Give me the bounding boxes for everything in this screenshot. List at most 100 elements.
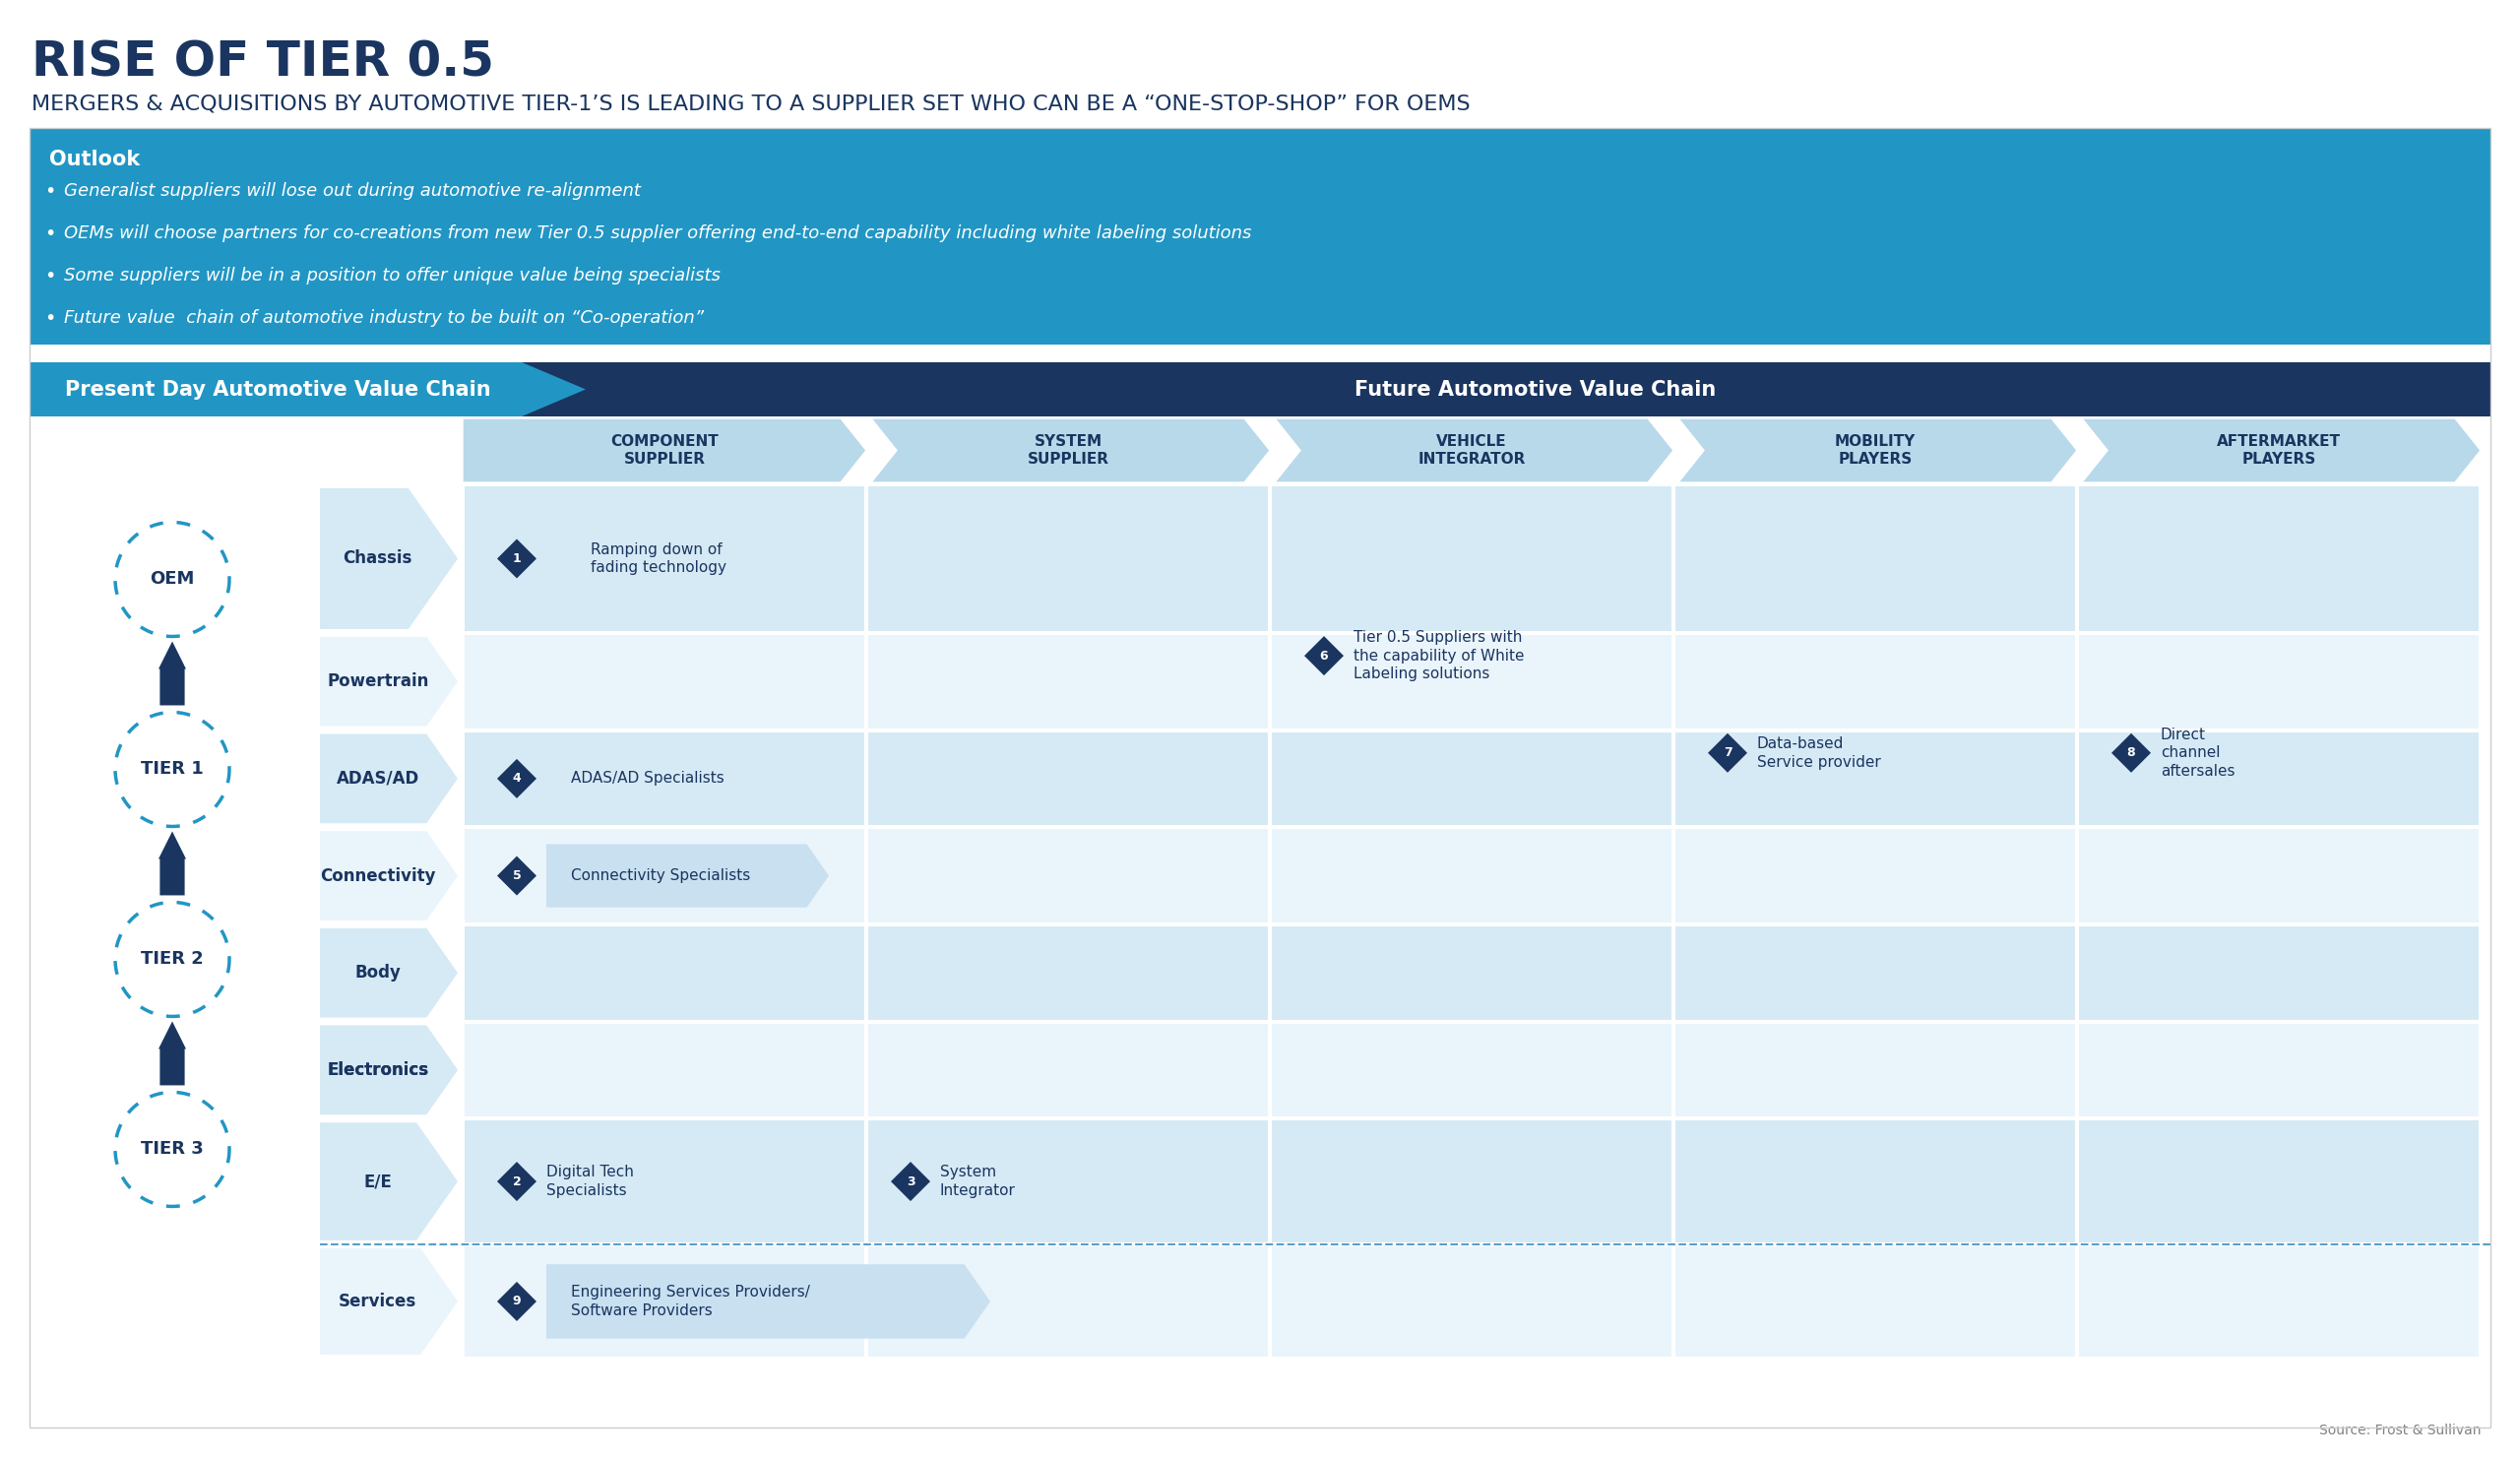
FancyBboxPatch shape — [1676, 1246, 2074, 1357]
Polygon shape — [496, 538, 537, 578]
FancyBboxPatch shape — [2079, 1023, 2480, 1116]
Text: Outlook: Outlook — [50, 150, 141, 169]
Text: 1: 1 — [512, 553, 522, 565]
Text: MERGERS & ACQUISITIONS BY AUTOMOTIVE TIER-1’S IS LEADING TO A SUPPLIER SET WHO C: MERGERS & ACQUISITIONS BY AUTOMOTIVE TIE… — [30, 93, 1469, 114]
Text: Body: Body — [355, 964, 401, 982]
Text: TIER 3: TIER 3 — [141, 1141, 204, 1158]
FancyBboxPatch shape — [2079, 486, 2480, 630]
Polygon shape — [547, 747, 829, 810]
FancyBboxPatch shape — [522, 362, 2490, 416]
Text: Present Day Automotive Value Chain: Present Day Automotive Value Chain — [66, 379, 491, 400]
Polygon shape — [320, 734, 459, 823]
FancyBboxPatch shape — [2079, 635, 2480, 728]
FancyBboxPatch shape — [464, 926, 864, 1020]
FancyBboxPatch shape — [464, 1246, 864, 1357]
Text: 6: 6 — [1320, 649, 1328, 662]
Text: 2: 2 — [512, 1174, 522, 1188]
FancyBboxPatch shape — [1676, 926, 2074, 1020]
FancyBboxPatch shape — [1273, 1023, 1671, 1116]
FancyBboxPatch shape — [869, 829, 1268, 922]
Polygon shape — [464, 419, 867, 483]
Polygon shape — [496, 759, 537, 798]
FancyBboxPatch shape — [1676, 486, 2074, 630]
Text: Tier 0.5 Suppliers with
the capability of White
Labeling solutions: Tier 0.5 Suppliers with the capability o… — [1353, 630, 1525, 681]
FancyBboxPatch shape — [1676, 635, 2074, 728]
FancyBboxPatch shape — [869, 486, 1268, 630]
Polygon shape — [1305, 636, 1343, 676]
Polygon shape — [2082, 419, 2480, 483]
Polygon shape — [1709, 734, 1746, 773]
Text: Services: Services — [338, 1293, 416, 1310]
FancyBboxPatch shape — [869, 732, 1268, 826]
Text: 3: 3 — [907, 1174, 915, 1188]
Text: Future Automotive Value Chain: Future Automotive Value Chain — [1356, 379, 1716, 400]
FancyBboxPatch shape — [2079, 829, 2480, 922]
Text: MOBILITY
PLAYERS: MOBILITY PLAYERS — [1835, 433, 1915, 467]
Polygon shape — [159, 1021, 186, 1085]
Polygon shape — [320, 928, 459, 1017]
FancyBboxPatch shape — [1273, 1246, 1671, 1357]
Text: Chassis: Chassis — [343, 550, 413, 568]
Polygon shape — [320, 832, 459, 921]
Text: E/E: E/E — [363, 1173, 393, 1191]
Polygon shape — [872, 419, 1270, 483]
FancyBboxPatch shape — [1273, 486, 1671, 630]
FancyBboxPatch shape — [464, 635, 864, 728]
Text: RISE OF TIER 0.5: RISE OF TIER 0.5 — [30, 39, 494, 86]
Text: Digital Tech
Specialists: Digital Tech Specialists — [547, 1164, 635, 1198]
FancyBboxPatch shape — [2079, 1121, 2480, 1242]
Text: Electronics: Electronics — [328, 1061, 428, 1078]
FancyBboxPatch shape — [869, 926, 1268, 1020]
Text: Source: Frost & Sullivan: Source: Frost & Sullivan — [2318, 1424, 2480, 1437]
FancyBboxPatch shape — [2079, 1246, 2480, 1357]
Text: Electronics: Electronics — [328, 1061, 428, 1078]
Polygon shape — [320, 1026, 459, 1115]
FancyBboxPatch shape — [1273, 635, 1671, 728]
FancyBboxPatch shape — [1273, 926, 1671, 1020]
FancyBboxPatch shape — [464, 732, 864, 826]
FancyBboxPatch shape — [1676, 1121, 2074, 1242]
Text: OEM: OEM — [149, 570, 194, 588]
Text: OEMs will choose partners for co-creations from new Tier 0.5 supplier offering e: OEMs will choose partners for co-creatio… — [63, 225, 1252, 242]
Text: 9: 9 — [512, 1296, 522, 1307]
Polygon shape — [547, 845, 829, 907]
Text: SYSTEM
SUPPLIER: SYSTEM SUPPLIER — [1028, 433, 1109, 467]
Polygon shape — [892, 1161, 930, 1201]
Text: Data-based
Service provider: Data-based Service provider — [1756, 737, 1880, 769]
Text: TIER 2: TIER 2 — [141, 950, 204, 969]
Text: Powertrain: Powertrain — [328, 673, 428, 690]
FancyBboxPatch shape — [30, 128, 2490, 344]
Text: Engineering Services Providers/
Software Providers: Engineering Services Providers/ Software… — [572, 1285, 809, 1317]
Text: System
Integrator: System Integrator — [940, 1164, 1016, 1198]
Text: ADAS/AD: ADAS/AD — [335, 770, 418, 788]
Polygon shape — [547, 1265, 990, 1338]
FancyBboxPatch shape — [464, 486, 864, 630]
FancyBboxPatch shape — [1676, 829, 2074, 922]
Text: 7: 7 — [1724, 747, 1731, 759]
Polygon shape — [522, 362, 585, 416]
FancyBboxPatch shape — [1273, 1121, 1671, 1242]
Polygon shape — [320, 489, 459, 629]
FancyBboxPatch shape — [869, 1246, 1268, 1357]
FancyBboxPatch shape — [869, 1023, 1268, 1116]
Text: Some suppliers will be in a position to offer unique value being specialists: Some suppliers will be in a position to … — [63, 267, 721, 285]
Polygon shape — [320, 1026, 459, 1115]
Text: •: • — [45, 182, 55, 201]
Text: Connectivity: Connectivity — [320, 867, 436, 884]
FancyBboxPatch shape — [869, 1121, 1268, 1242]
FancyBboxPatch shape — [2079, 926, 2480, 1020]
Polygon shape — [496, 856, 537, 896]
Text: 4: 4 — [512, 772, 522, 785]
Text: Connectivity Specialists: Connectivity Specialists — [572, 868, 751, 883]
FancyBboxPatch shape — [464, 1023, 864, 1116]
Polygon shape — [320, 1249, 459, 1354]
Text: 5: 5 — [512, 870, 522, 883]
Text: VEHICLE
INTEGRATOR: VEHICLE INTEGRATOR — [1419, 433, 1525, 467]
Polygon shape — [496, 1161, 537, 1201]
FancyBboxPatch shape — [464, 829, 864, 922]
Text: Direct
channel
aftersales: Direct channel aftersales — [2160, 727, 2235, 779]
FancyBboxPatch shape — [1273, 732, 1671, 826]
FancyBboxPatch shape — [1273, 829, 1671, 922]
Polygon shape — [159, 642, 186, 705]
FancyBboxPatch shape — [869, 635, 1268, 728]
